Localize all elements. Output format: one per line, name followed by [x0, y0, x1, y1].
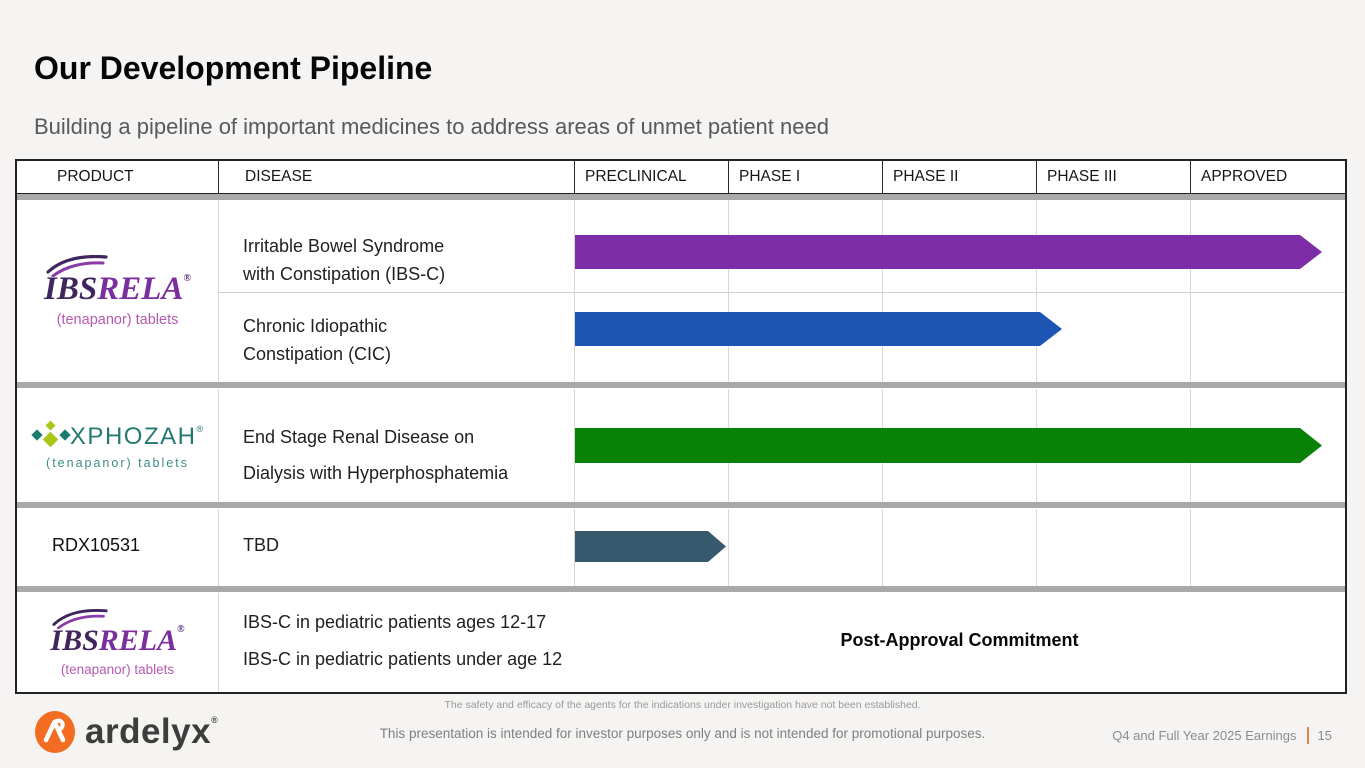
page-subtitle: Building a pipeline of important medicin… — [34, 114, 829, 139]
product-rdx10531: RDX10531 — [52, 535, 141, 555]
ardelyx-logo-icon — [35, 711, 75, 753]
column-header-phase-2: PHASE II — [882, 161, 1036, 193]
row-divider — [17, 194, 1345, 200]
footer-separator — [1306, 727, 1309, 744]
grid-line — [1036, 509, 1037, 586]
page-title: Our Development Pipeline — [34, 50, 433, 86]
ibsrela-swoosh-icon — [46, 254, 108, 277]
grid-line — [218, 593, 219, 692]
table-row-ibsrela-pediatric: IBSRELA® (tenapanor) tablets IBS-C in pe… — [17, 593, 1345, 692]
column-header-approved: APPROVED — [1190, 161, 1345, 193]
grid-line — [882, 200, 883, 382]
grid-line — [882, 509, 883, 586]
product-cell-ibsrela: IBSRELA® (tenapanor) tablets — [17, 200, 218, 382]
registered-mark: ® — [177, 623, 185, 635]
grid-line — [1036, 200, 1037, 382]
row-divider — [17, 382, 1345, 388]
xphozah-subtext: (tenapanor) tablets — [46, 455, 189, 470]
grid-line — [1190, 509, 1191, 586]
pipeline-table: PRODUCT DISEASE PRECLINICAL PHASE I PHAS… — [15, 159, 1347, 694]
slide-footer-right: Q4 and Full Year 2025 Earnings 15 — [1112, 727, 1332, 744]
table-row-xphozah: XPHOZAH® (tenapanor) tablets End Stage R… — [17, 389, 1345, 502]
disease-tbd: TBD — [243, 535, 279, 555]
row-divider — [17, 586, 1345, 592]
ardelyx-logo: ardelyx® — [33, 710, 218, 754]
disease-ibs-c: Irritable Bowel Syndrome with Constipati… — [243, 236, 446, 284]
column-header-product: PRODUCT — [57, 168, 134, 185]
post-approval-commitment-label: Post-Approval Commitment — [840, 630, 1079, 650]
registered-mark: ® — [211, 715, 219, 725]
disease-esrd: End Stage Renal Disease on Dialysis with… — [243, 427, 509, 483]
table-row-rdx10531: RDX10531 TBD — [17, 509, 1345, 586]
column-header-preclinical: PRECLINICAL — [574, 161, 728, 193]
grid-line — [218, 200, 219, 382]
cic-stage-arrow — [575, 312, 1062, 346]
deck-name: Q4 and Full Year 2025 Earnings — [1112, 728, 1297, 743]
row-divider — [17, 502, 1345, 508]
ibs-c-stage-arrow — [575, 235, 1322, 269]
xphozah-diamonds-icon — [31, 420, 71, 448]
grid-line — [218, 389, 219, 502]
disease-pediatric: IBS-C in pediatric patients ages 12-17 I… — [243, 612, 563, 669]
grid-line — [574, 200, 575, 382]
grid-line — [218, 509, 219, 586]
ibsrela-swoosh-icon — [52, 608, 109, 629]
registered-mark: ® — [196, 423, 204, 434]
table-header-row: PRODUCT DISEASE PRECLINICAL PHASE I PHAS… — [17, 161, 1345, 194]
ibsrela-wordmark: IBSRELA® — [44, 270, 191, 307]
ibsrela-logo: IBSRELA® (tenapanor) tablets — [50, 608, 185, 677]
xphozah-wordmark: XPHOZAH® — [69, 422, 204, 450]
product-cell-ibsrela-pediatric: IBSRELA® (tenapanor) tablets — [17, 593, 218, 692]
grid-line — [574, 389, 575, 502]
ibsrela-logo: IBSRELA® (tenapanor) tablets — [44, 254, 191, 328]
grid-line — [574, 509, 575, 586]
grid-line — [1190, 200, 1191, 382]
sub-row-divider — [218, 292, 1345, 293]
column-header-disease: DISEASE — [218, 161, 574, 193]
ardelyx-wordmark: ardelyx® — [85, 712, 219, 751]
column-header-phase-3: PHASE III — [1036, 161, 1190, 193]
registered-mark: ® — [183, 272, 191, 284]
column-header-phase-1: PHASE I — [728, 161, 882, 193]
grid-line — [728, 200, 729, 382]
ibsrela-subtext: (tenapanor) tablets — [60, 661, 175, 677]
rdx10531-stage-arrow — [575, 531, 726, 562]
product-cell-xphozah: XPHOZAH® (tenapanor) tablets — [17, 389, 218, 502]
xphozah-logo: XPHOZAH® (tenapanor) tablets — [31, 420, 204, 470]
ibsrela-wordmark: IBSRELA® — [50, 623, 185, 657]
safety-footnote: The safety and efficacy of the agents fo… — [444, 699, 921, 711]
investor-disclaimer: This presentation is intended for invest… — [379, 726, 986, 741]
disease-cic: Chronic Idiopathic Constipation (CIC) — [243, 316, 392, 364]
page-number: 15 — [1317, 728, 1332, 743]
table-row-ibsrela: IBSRELA® (tenapanor) tablets Irritable B… — [17, 200, 1345, 382]
ibsrela-subtext: (tenapanor) tablets — [56, 311, 179, 328]
esrd-stage-arrow — [575, 428, 1322, 463]
grid-line — [728, 509, 729, 586]
